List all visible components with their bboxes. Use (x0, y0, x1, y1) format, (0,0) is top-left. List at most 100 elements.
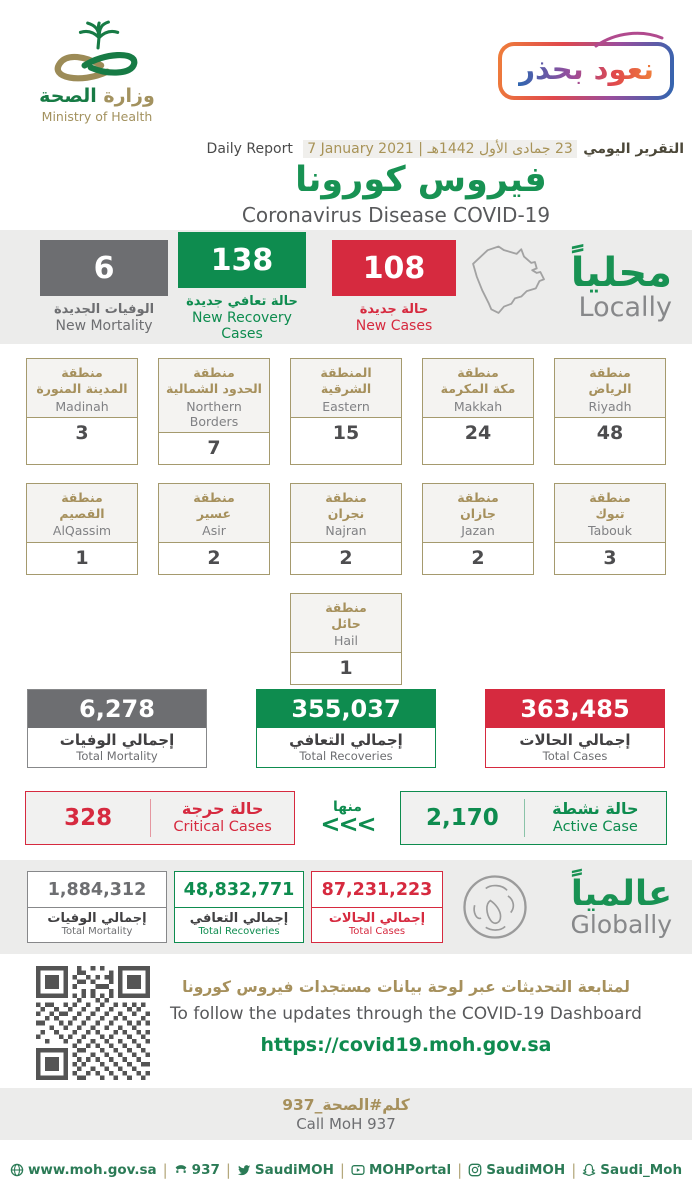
critical-active-row: 328 حالة حرجة Critical Cases منها <<< 2,… (0, 776, 692, 860)
divider (523, 799, 525, 837)
new-cases-label-ar: حالة جديدة (359, 302, 429, 317)
critical-cases-label-en: Critical Cases (173, 818, 272, 835)
total-mortality-card: 6,278 إجمالي الوفيات Total Mortality (27, 688, 207, 768)
region-card-alqassim: منطقة القصيم AlQassim 1 (26, 482, 138, 575)
global-cases-label-ar: إجمالي الحالات (328, 911, 426, 926)
region-value: 2 (291, 541, 401, 574)
active-cases-label-ar: حالة نشطة (552, 799, 639, 819)
divider (150, 799, 152, 837)
active-cases-value: 2,170 (426, 805, 499, 831)
separator: | (457, 1161, 463, 1179)
new-mortality-stat: 6 الوفيات الجديدة New Mortality (40, 240, 168, 334)
global-mortality-card: 1,884,312 إجمالي الوفيات Total Mortality (27, 871, 167, 943)
dashboard-text-ar: لمتابعة التحديثات عبر لوحة بيانات مستجدا… (182, 978, 630, 996)
separator: | (225, 1161, 231, 1179)
snapchat-handle[interactable]: Saudi_Moh (582, 1162, 682, 1178)
global-recoveries-card: 48,832,771 إجمالي التعافي Total Recoveri… (174, 871, 304, 943)
region-value: 3 (27, 417, 137, 449)
critical-cases-card: 328 حالة حرجة Critical Cases (25, 791, 295, 845)
qr-code (36, 966, 150, 1080)
separator: | (339, 1161, 345, 1179)
new-cases-label-en: New Cases (355, 318, 433, 334)
region-value: 3 (555, 541, 665, 574)
saudi-arabia-map-icon (472, 245, 545, 314)
region-card-riyadh: منطقة الرياض Riyadh 48 (554, 358, 666, 465)
region-value: 15 (291, 417, 401, 449)
region-card-najran: منطقة نجران Najran 2 (290, 482, 402, 575)
website-link[interactable]: www.moh.gov.sa (10, 1162, 157, 1178)
badge-text: نعود بحذر (518, 52, 654, 86)
youtube-handle[interactable]: MOHPortal (351, 1162, 451, 1178)
ministry-name-english: Ministry of Health (41, 108, 153, 124)
regions-grid: منطقة المدينة المنورة Madinah 3 منطقة الحدو… (0, 344, 692, 685)
region-card-jazan: منطقة جازان Jazan 2 (422, 482, 534, 575)
region-card-asir: منطقة عسير Asir 2 (158, 482, 270, 575)
total-recoveries-card: 355,037 إجمالي التعافي Total Recoveries (256, 688, 436, 768)
global-mortality-label-en: Total Mortality (61, 926, 133, 937)
region-value: 48 (555, 417, 665, 449)
new-cases-value: 108 (332, 240, 456, 296)
of-which-label: منها (333, 798, 362, 815)
new-cases-stat: 108 حالة جديدة New Cases (332, 240, 456, 334)
chevrons-left-icon: <<< (320, 809, 376, 838)
call-hashtag-ar: كلم#الصحة_937 (282, 1095, 410, 1114)
region-card-eastern: المنطقة الشرقية Eastern 15 (290, 358, 402, 465)
daily-report-label-en: Daily Report (206, 141, 293, 157)
total-cases-card: 363,485 إجمالي الحالات Total Cases (485, 688, 665, 768)
instagram-icon (468, 1163, 482, 1177)
new-mortality-label-ar: الوفيات الجديدة (53, 302, 155, 317)
ministry-logo: وزارة الصحة Ministry of Health (36, 20, 158, 124)
global-recoveries-value: 48,832,771 (183, 880, 295, 900)
date-line: Daily Report 7 January 2021 | 23 جمادى ا… (0, 140, 684, 158)
locally-label: محلياً Locally (571, 252, 672, 322)
region-card-madinah: منطقة المدينة المنورة Madinah 3 (26, 358, 138, 465)
regions-row-1: منطقة المدينة المنورة Madinah 3 منطقة الحدو… (0, 358, 692, 465)
divider (312, 907, 442, 908)
new-mortality-value: 6 (40, 240, 168, 296)
footer-contacts: www.moh.gov.sa | 937 | SaudiMOH | MOHPor… (0, 1140, 692, 1200)
dashboard-section: لمتابعة التحديثات عبر لوحة بيانات مستجدا… (0, 954, 692, 1088)
regions-row-2: منطقة القصيم AlQassim 1 منطقة عسير Asir 2 من… (0, 482, 692, 575)
region-value: 1 (291, 651, 401, 684)
region-card-tabouk: منطقة تبوك Tabouk 3 (554, 482, 666, 575)
dashboard-link[interactable]: https://covid19.moh.gov.sa (260, 1034, 552, 1056)
region-card-hail: منطقة حائل Hail 1 (290, 592, 402, 685)
page-title-arabic: فيروس كورونا (295, 160, 547, 200)
return-with-caution-badge: نعود بحذر (498, 31, 674, 100)
twitter-icon (237, 1165, 251, 1176)
new-recoveries-stat: 138 حالة تعافي جديدة New Recovery Cases (178, 232, 306, 342)
phone-icon (175, 1165, 187, 1173)
region-value: 24 (423, 417, 533, 449)
snapchat-icon (582, 1163, 596, 1176)
active-cases-label-en: Active Case (552, 818, 638, 835)
locally-section: 6 الوفيات الجديدة New Mortality 138 حالة… (0, 230, 692, 344)
global-cases-label-en: Total Cases (348, 926, 406, 937)
critical-cases-label-ar: حالة حرجة (181, 799, 264, 819)
instagram-handle[interactable]: SaudiMOH (468, 1162, 565, 1178)
of-which-indicator: منها <<< (320, 798, 376, 838)
active-cases-card: 2,170 حالة نشطة Active Case (399, 791, 667, 845)
globally-label: عالمياً Globally (570, 873, 673, 939)
critical-cases-value: 328 (64, 805, 113, 831)
total-cases-label-ar: إجمالي الحالات (519, 730, 631, 749)
palm-tree-icon (54, 20, 138, 82)
page-title-english: Coronavirus Disease COVID-19 (241, 203, 551, 227)
globally-label-ar: عالمياً (570, 873, 672, 914)
twitter-handle[interactable]: SaudiMOH (237, 1162, 334, 1178)
global-recoveries-label-ar: إجمالي التعافي (189, 911, 289, 926)
total-cases-label-en: Total Cases (542, 748, 608, 763)
locally-label-ar: محلياً (570, 249, 672, 296)
total-recoveries-label-en: Total Recoveries (299, 748, 393, 763)
phone-number[interactable]: 937 (174, 1162, 220, 1178)
global-cases-value: 87,231,223 (321, 880, 433, 900)
daily-report-label-ar: التقرير اليومي (583, 141, 684, 157)
dashboard-text-en: To follow the updates through the COVID-… (170, 1004, 642, 1024)
region-value: 1 (27, 541, 137, 574)
region-card-makkah: منطقة مكة المكرمة Makkah 24 (422, 358, 534, 465)
total-cases-value: 363,485 (486, 689, 664, 728)
region-value: 2 (423, 541, 533, 574)
divider (175, 907, 303, 908)
separator: | (162, 1161, 168, 1179)
call-section: كلم#الصحة_937 Call MoH 937 (0, 1088, 692, 1140)
